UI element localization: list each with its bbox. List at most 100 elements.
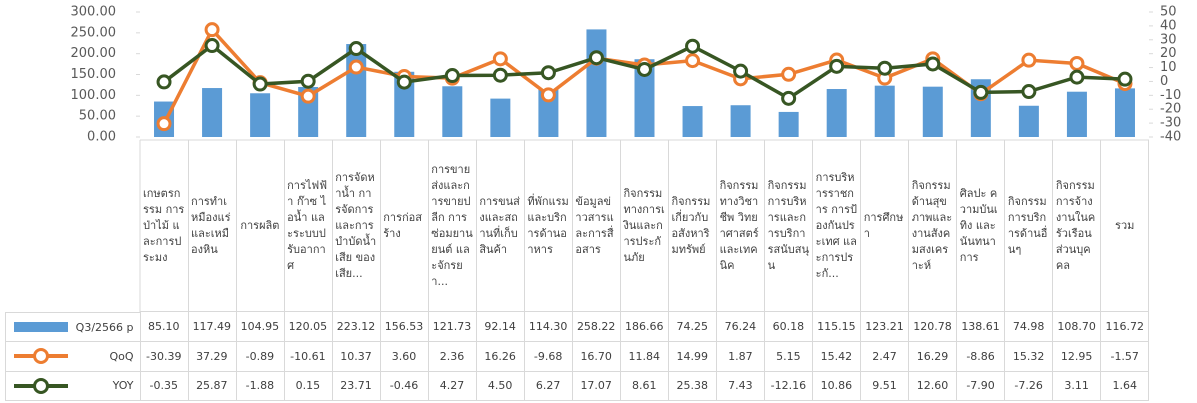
- bar: [682, 106, 703, 137]
- bar: [634, 59, 655, 137]
- value-cell-text: 11.84: [628, 349, 660, 363]
- value-cell: -30.39: [140, 341, 189, 372]
- value-cell: 2.47: [860, 341, 910, 372]
- value-cell-text: -1.88: [245, 379, 275, 392]
- category-cell-text: การทำเหมืองแร่และเหมืองหิน: [191, 194, 231, 256]
- value-cell: -7.26: [1004, 371, 1054, 401]
- value-cell-text: 16.70: [580, 349, 612, 363]
- value-cell: -8.86: [956, 341, 1006, 372]
- value-cell: 2.36: [428, 341, 477, 372]
- legend-cell: Q3/2566 p: [5, 312, 141, 342]
- category-cell-text: กิจกรรมการบริหารและการบริการสนับสนุน: [767, 178, 809, 272]
- category-cell-text: กิจกรรมเกี่ยวกับอสังหาริมทรัพย์: [671, 194, 711, 256]
- legend-cell: QoQ: [5, 341, 141, 372]
- value-cell-text: -7.90: [966, 379, 995, 392]
- value-cell-text: 74.98: [1012, 320, 1045, 333]
- value-cell: 115.15: [812, 312, 862, 342]
- category-cell: กิจกรรมเกี่ยวกับอสังหาริมทรัพย์: [668, 140, 718, 312]
- bar: [922, 86, 943, 137]
- value-cell: 11.84: [620, 341, 670, 372]
- value-cell-text: 7.43: [728, 379, 753, 392]
- category-cell-text: การบริหารราชการ การป้องกันประเทศ และการป…: [815, 170, 857, 280]
- category-cell-text: กิจกรรมด้านสุขภาพและงานสังคมสงเคราะห์: [911, 178, 953, 272]
- value-cell-text: -0.46: [389, 379, 419, 392]
- value-cell: 3.60: [380, 341, 429, 372]
- value-cell-text: 25.87: [196, 379, 228, 392]
- value-cell: 15.32: [1004, 341, 1054, 372]
- value-cell-text: -30.39: [146, 349, 182, 363]
- value-cell: 9.51: [860, 371, 910, 401]
- value-cell: -1.57: [1100, 341, 1150, 372]
- marker: [781, 66, 797, 82]
- legend-marker: [33, 377, 49, 394]
- bar: [538, 89, 559, 137]
- category-cell-text: ศิลปะ ความบันเทิง และนันทนาการ: [959, 186, 998, 264]
- marker: [492, 51, 508, 67]
- value-cell-text: 114.30: [528, 320, 568, 333]
- category-cell: เกษตรกรรม การป่าไม้ และการประมง: [140, 140, 189, 312]
- value-cell: 14.99: [668, 341, 718, 372]
- value-cell: 186.66: [620, 312, 670, 342]
- value-cell: 16.70: [572, 341, 621, 372]
- value-cell: 8.61: [620, 371, 670, 401]
- category-cell: การไฟฟ้า ก๊าซ ไอน้ำ และระบบปรับอากาศ: [284, 140, 333, 312]
- value-cell: 74.25: [668, 312, 718, 342]
- value-cell: 25.38: [668, 371, 718, 401]
- value-cell: 15.42: [812, 341, 862, 372]
- category-cell-text: การขายส่งและการขายปลีก การซ่อมยานยนต์ แล…: [431, 162, 473, 288]
- value-cell: -12.16: [764, 371, 814, 401]
- value-cell-text: 3.11: [1064, 379, 1089, 392]
- bar: [730, 105, 751, 137]
- category-cell: ศิลปะ ความบันเทิง และนันทนาการ: [956, 140, 1006, 312]
- category-cell-text: การก่อสร้าง: [383, 210, 422, 240]
- value-cell-text: 1.64: [1112, 379, 1137, 392]
- y2-tick-label: -10: [1160, 88, 1181, 103]
- marker: [348, 59, 364, 75]
- category-cell: กิจกรรมการบริการด้านอื่นๆ: [1004, 140, 1054, 312]
- category-cell-text: ข้อมูลข่าวสารและการสื่อสาร: [575, 194, 614, 256]
- marker: [1069, 69, 1085, 85]
- legend-symbol: [14, 322, 68, 332]
- marker: [396, 74, 412, 90]
- legend-label: QoQ: [109, 349, 134, 363]
- value-cell: 6.27: [524, 371, 573, 401]
- category-cell-text: กิจกรรมการจ้างงานในครัวเรือนส่วนบุคคล: [1055, 178, 1096, 272]
- value-cell-text: 258.22: [576, 320, 616, 333]
- category-cell: การขนส่งและสถานที่เก็บสินค้า: [476, 140, 525, 312]
- value-cell: 114.30: [524, 312, 573, 342]
- marker: [733, 63, 749, 79]
- marker: [300, 88, 316, 104]
- value-cell: 5.15: [764, 341, 814, 372]
- value-cell-text: 92.14: [484, 320, 516, 333]
- value-cell-text: -8.86: [966, 349, 995, 363]
- value-cell: -9.68: [524, 341, 573, 372]
- value-cell: 92.14: [476, 312, 525, 342]
- y2-tick-label: 40: [1160, 18, 1177, 33]
- value-cell: 76.24: [716, 312, 766, 342]
- value-cell-text: -9.68: [533, 349, 563, 363]
- value-cell-text: 186.66: [624, 320, 664, 333]
- marker: [348, 41, 364, 57]
- value-cell: 108.70: [1052, 312, 1102, 342]
- bar: [490, 98, 511, 137]
- category-cell-text: กิจกรรมทางการเงินและการประกันภัย: [623, 186, 665, 264]
- value-cell-text: 115.15: [817, 320, 856, 333]
- value-cell-text: 2.36: [439, 349, 465, 363]
- y-tick-label: 300.00: [71, 5, 117, 20]
- category-cell: กิจกรรมการจ้างงานในครัวเรือนส่วนบุคคล: [1052, 140, 1102, 312]
- value-cell: -7.90: [956, 371, 1006, 401]
- marker: [540, 65, 556, 81]
- bar: [250, 93, 271, 137]
- value-cell-text: 108.70: [1057, 320, 1096, 333]
- value-cell-text: 14.99: [676, 349, 709, 363]
- y2-tick-label: 20: [1160, 46, 1177, 61]
- value-cell: 74.98: [1004, 312, 1054, 342]
- value-cell-text: -0.89: [245, 349, 275, 363]
- category-cell-text: เกษตรกรรม การป่าไม้ และการประมง: [143, 186, 185, 264]
- value-cell: 156.53: [380, 312, 429, 342]
- marker: [204, 38, 220, 54]
- legend-label: Q3/2566 p: [75, 320, 134, 334]
- marker: [637, 61, 652, 77]
- category-cell: กิจกรรมทางวิชาชีพ วิทยาศาสตร์ และเทคนิค: [716, 140, 766, 312]
- value-cell: 7.43: [716, 371, 766, 401]
